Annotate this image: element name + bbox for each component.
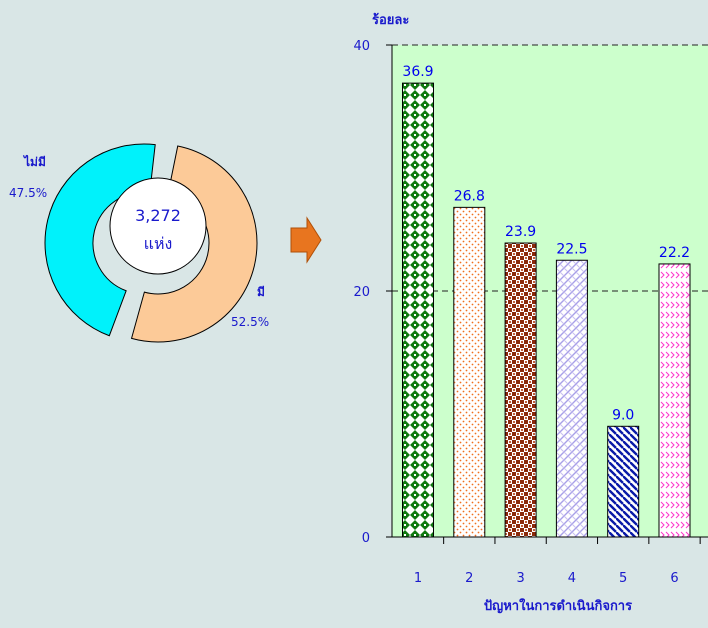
bars [402, 82, 691, 538]
x-tick-label: 4 [568, 571, 576, 586]
y-ticks: 0 20 40 [353, 39, 392, 546]
slice-label-yes: มี [257, 285, 265, 299]
bar-value-label: 22.2 [659, 245, 690, 261]
slice-label-no: ไม่มี [22, 154, 46, 169]
bar-value-label: 22.5 [556, 241, 587, 257]
donut-center-value: 3,272 [135, 206, 181, 225]
bar-value-label: 26.8 [454, 188, 485, 204]
x-tick-label: 3 [516, 571, 524, 586]
slice-value-yes: 52.5% [231, 315, 269, 329]
bar-value-label: 23.9 [505, 224, 536, 240]
right-arrow-icon [290, 216, 322, 264]
x-tick-label: 5 [619, 571, 627, 586]
x-axis-title: ปัญหาในการดำเนินกิจการ [484, 597, 632, 614]
bar-5 [607, 425, 640, 538]
gridlines [392, 44, 708, 292]
bar-2 [453, 206, 486, 538]
x-tick-label: 1 [414, 571, 422, 586]
x-tick-label: 2 [465, 571, 473, 586]
value-labels: 36.9 26.8 23.9 22.5 9.0 22.2 [402, 64, 690, 423]
x-ticks: 1 2 3 4 5 6 [414, 537, 701, 586]
bar-3 [504, 242, 537, 538]
bar-1 [402, 82, 434, 538]
donut-center-hole [109, 177, 207, 275]
bar-value-label: 36.9 [402, 64, 433, 80]
y-tick-label: 0 [362, 531, 370, 546]
bar-6 [658, 263, 691, 538]
x-tick-label: 6 [670, 571, 678, 586]
bar-4 [555, 259, 588, 538]
bar-value-label: 9.0 [612, 407, 634, 423]
donut-center-unit: แห่ง [144, 234, 173, 253]
y-tick-label: 40 [353, 39, 370, 54]
slice-value-no: 47.5% [9, 186, 47, 200]
y-axis-title: ร้อยละ [372, 12, 409, 28]
donut-slice-2 [130, 145, 258, 343]
y-tick-label: 20 [353, 285, 370, 300]
